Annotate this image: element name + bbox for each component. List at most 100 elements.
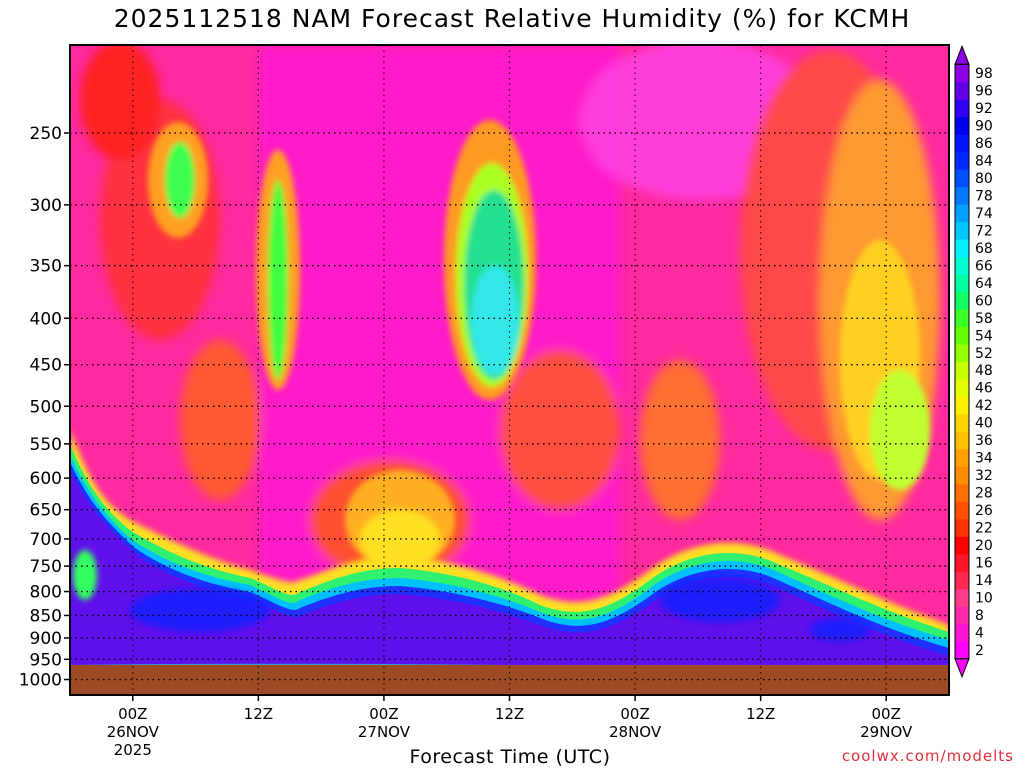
colorbar-swatch (955, 588, 969, 607)
plot-frame (69, 44, 950, 696)
colorbar-swatch (955, 466, 969, 485)
colorbar-swatch (955, 344, 969, 362)
x-tick-label: 00Z (118, 705, 147, 723)
colorbar-level-label: 58 (975, 311, 993, 327)
y-tick-label: 650 (30, 501, 62, 521)
y-tick-label: 550 (30, 435, 62, 455)
x-tick-label: 12Z (495, 705, 524, 723)
colorbar-swatch (955, 396, 969, 415)
colorbar-level-label: 16 (975, 556, 993, 572)
y-tick-label: 450 (30, 356, 62, 376)
colorbar-swatch (955, 64, 969, 83)
colorbar-swatch (955, 571, 969, 590)
y-tick-label: 700 (30, 530, 62, 550)
colorbar-level-label: 26 (975, 503, 993, 519)
colorbar-swatch (955, 501, 969, 520)
y-tick-label: 300 (30, 196, 62, 216)
y-tick-label: 350 (30, 257, 62, 277)
x-tick-label: 00Z (369, 705, 398, 723)
colorbar-level-label: 60 (975, 293, 993, 309)
colorbar-level-label: 32 (975, 468, 993, 484)
grid-lines (70, 45, 949, 695)
colorbar-level-label: 10 (975, 591, 993, 607)
colorbar-level-label: 28 (975, 486, 993, 502)
y-tick-label: 850 (30, 606, 62, 626)
colorbar-level-label: 68 (975, 241, 993, 257)
colorbar-level-label: 2 (975, 643, 984, 659)
colorbar-swatch (955, 116, 969, 135)
colorbar-swatch (955, 641, 969, 660)
x-tick-label: 28NOV (609, 723, 662, 741)
colorbar-swatch (955, 431, 969, 450)
x-tick-label: 27NOV (358, 723, 411, 741)
colorbar-level-label: 20 (975, 538, 993, 554)
colorbar-level-label: 66 (975, 258, 993, 274)
colorbar-swatch (955, 309, 969, 328)
y-tick-label: 500 (30, 397, 62, 417)
colorbar-swatch (955, 221, 969, 240)
colorbar-swatch (955, 413, 969, 432)
y-tick-label: 1000 (19, 671, 62, 691)
colorbar-swatch (955, 378, 969, 397)
x-tick-label: 12Z (746, 705, 775, 723)
source-credit: coolwx.com/modelts (841, 747, 1014, 765)
colorbar-frame (954, 63, 970, 660)
colorbar-bottom-arrow (954, 658, 970, 679)
colorbar-swatch (955, 169, 969, 188)
colorbar-level-label: 36 (975, 433, 993, 449)
colorbar-swatch (955, 256, 969, 275)
colorbar-swatch (955, 553, 969, 572)
colorbar-level-label: 74 (975, 206, 993, 222)
humidity-field (70, 45, 949, 695)
colorbar-level-label: 52 (975, 346, 993, 362)
x-tick-label: 12Z (244, 705, 273, 723)
colorbar-level-label: 80 (975, 171, 993, 187)
colorbar-level-label: 40 (975, 416, 993, 432)
colorbar-level-label: 22 (975, 521, 993, 537)
colorbar-level-label: 72 (975, 223, 993, 239)
colorbar-level-label: 14 (975, 573, 993, 589)
y-tick-label: 900 (30, 629, 62, 649)
colorbar-swatch (955, 134, 969, 153)
colorbar-level-label: 48 (975, 363, 993, 379)
colorbar-swatch (955, 536, 969, 555)
colorbar-level-label: 86 (975, 136, 993, 152)
y-tick-label: 250 (30, 124, 62, 144)
colorbar-swatch (955, 291, 969, 310)
colorbar-level-label: 4 (975, 626, 984, 642)
colorbar-level-label: 42 (975, 398, 993, 414)
colorbar-swatch (955, 483, 969, 502)
x-axis-title: Forecast Time (UTC) (409, 746, 611, 768)
x-tick-label: 26NOV (107, 723, 160, 741)
y-tick-label: 400 (30, 309, 62, 329)
colorbar-swatch (955, 151, 969, 170)
colorbar-swatch (955, 204, 969, 223)
colorbar-level-label: 78 (975, 188, 993, 204)
x-tick-label: 2025 (114, 741, 152, 759)
colorbar-swatch (955, 326, 969, 345)
colorbar-level-label: 8 (975, 608, 984, 624)
colorbar-level-label: 64 (975, 276, 993, 292)
colorbar-level-label: 98 (975, 66, 993, 82)
y-tick-label: 750 (30, 557, 62, 577)
x-tick-label: 29NOV (860, 723, 913, 741)
colorbar-swatch (955, 448, 969, 467)
colorbar-level-label: 34 (975, 451, 993, 467)
colorbar-swatch (955, 623, 969, 642)
colorbar-level-label: 54 (975, 328, 993, 344)
colorbar-level-label: 46 (975, 381, 993, 397)
colorbar-level-label: 84 (975, 153, 993, 169)
colorbar-level-label: 96 (975, 83, 993, 99)
chart-title: 2025112518 NAM Forecast Relative Humidit… (113, 4, 911, 33)
colorbar-swatch (955, 186, 969, 205)
colorbar-swatch (955, 99, 969, 118)
colorbar-swatch (955, 518, 969, 537)
colorbar-swatch (955, 81, 969, 100)
colorbar-level-label: 90 (975, 118, 993, 134)
y-tick-label: 800 (30, 583, 62, 603)
colorbar-swatch (955, 606, 969, 625)
colorbar-top-arrow (954, 44, 970, 65)
colorbar-swatch (955, 274, 969, 293)
